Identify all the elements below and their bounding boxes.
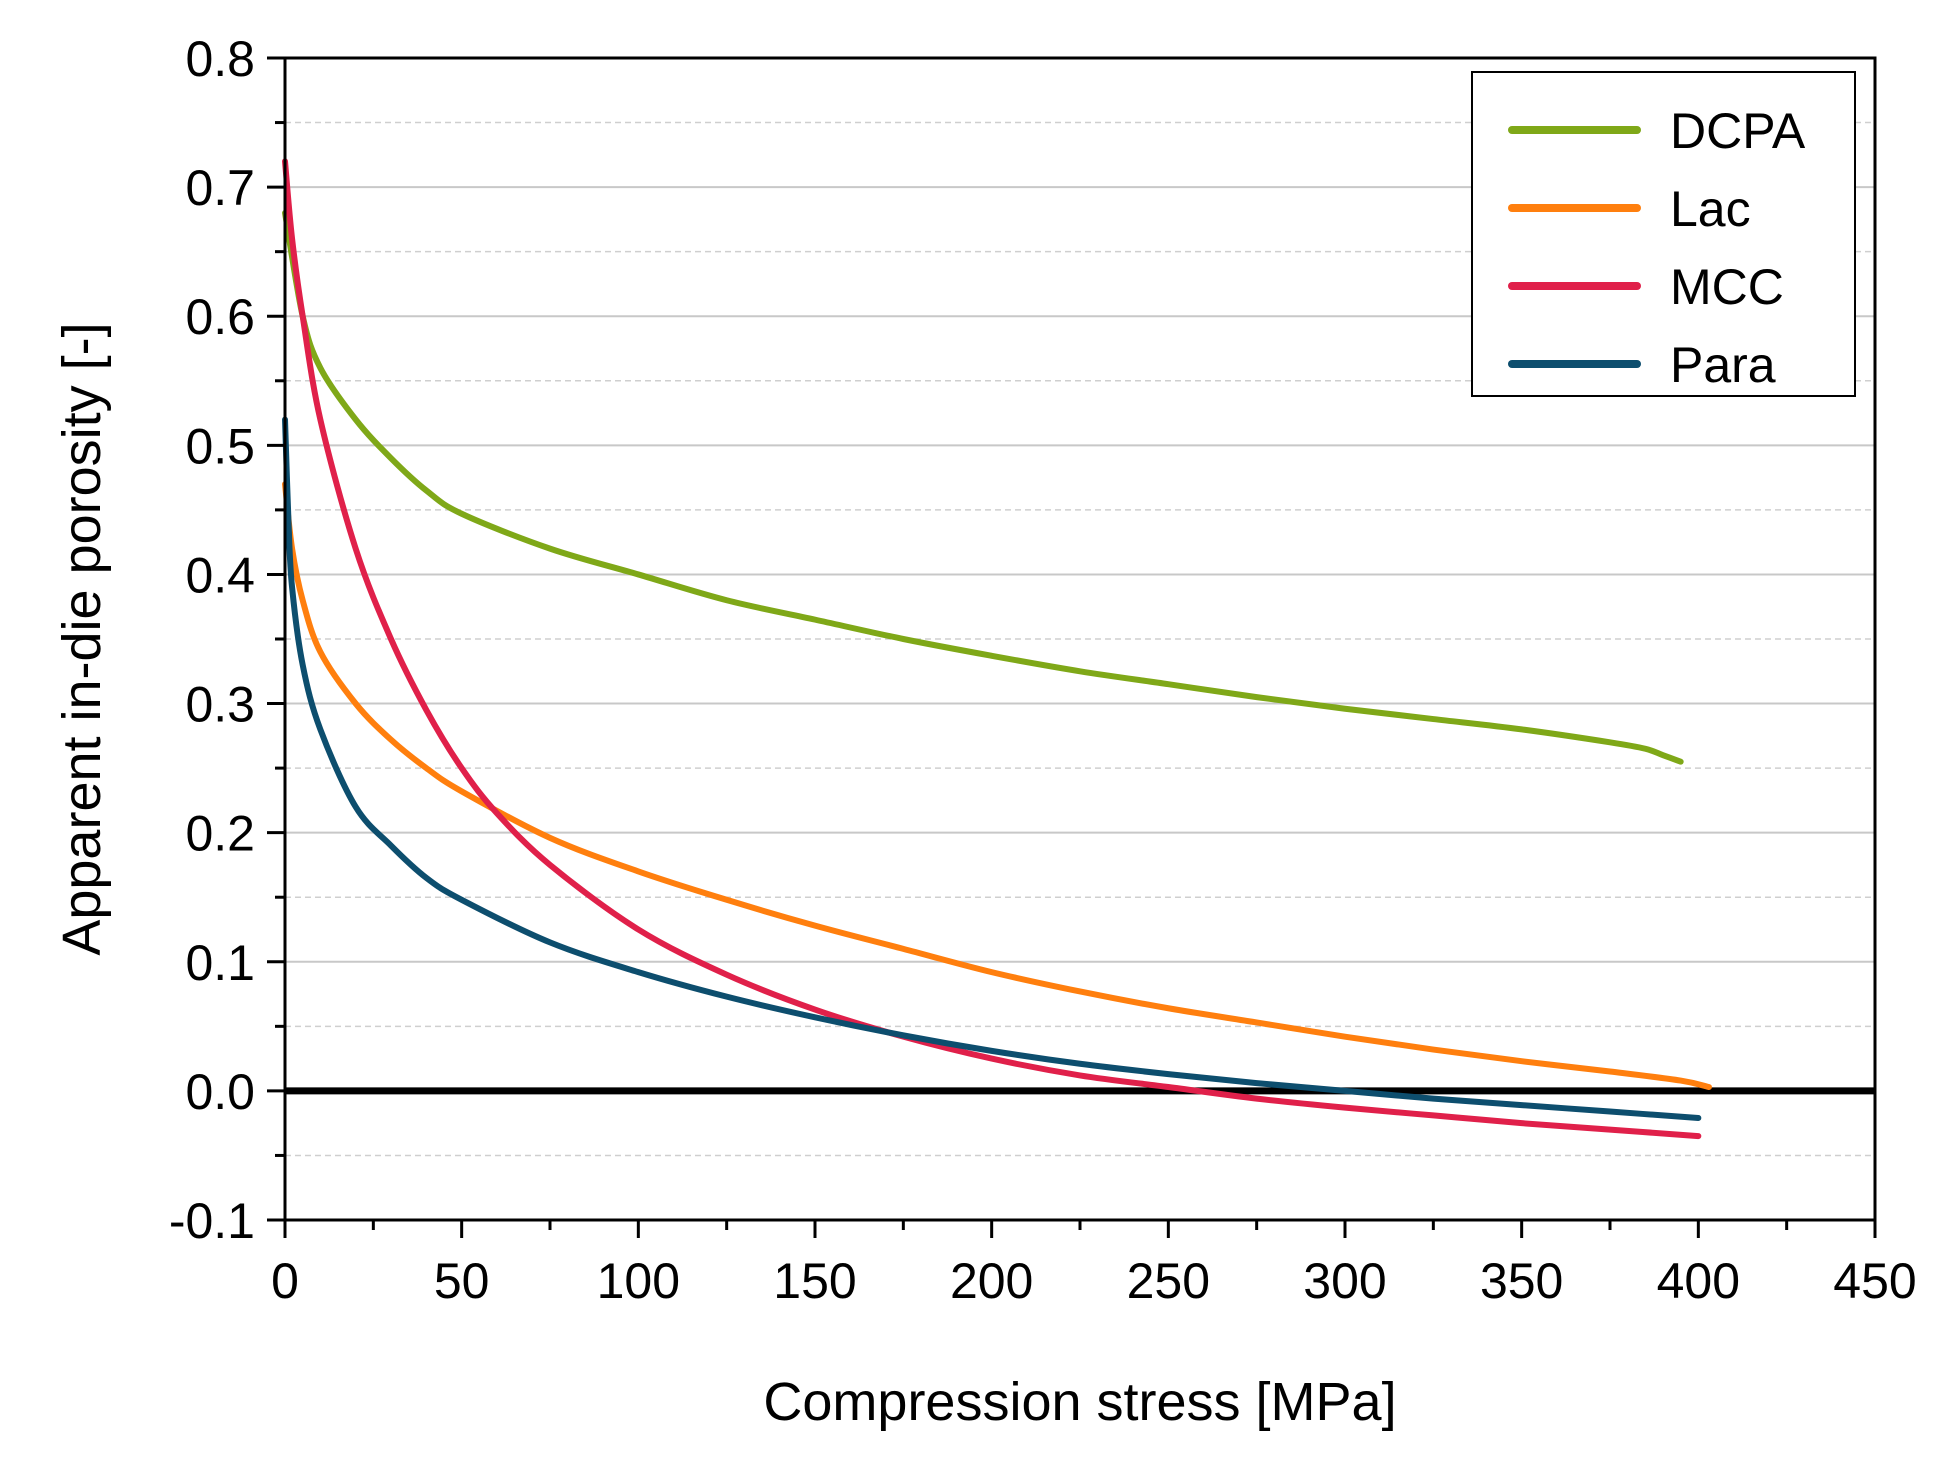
series-line-lac — [282, 481, 1712, 1091]
legend-label-lac: Lac — [1670, 181, 1751, 237]
y-tick-label: 0.1 — [185, 935, 255, 991]
x-axis-title: Compression stress [MPa] — [763, 1372, 1396, 1432]
y-axis-title: Apparent in-die porosity [-] — [52, 322, 112, 955]
x-tick-label: 100 — [597, 1253, 680, 1309]
series-line-mcc — [282, 158, 1702, 1140]
tick-layer — [267, 56, 1877, 1238]
legend-label-mcc: MCC — [1670, 259, 1784, 315]
series-line-para — [282, 416, 1702, 1121]
y-tick-label: 0.4 — [185, 547, 255, 603]
y-tick-label: 0.8 — [185, 31, 255, 87]
x-tick-label: 350 — [1480, 1253, 1563, 1309]
y-tick-label: 0.2 — [185, 806, 255, 862]
legend: DCPA Lac MCC Para — [1471, 71, 1856, 397]
x-tick-label: 50 — [434, 1253, 490, 1309]
grid-layer — [285, 121, 1875, 1157]
x-tick-label: 250 — [1127, 1253, 1210, 1309]
y-tick-label: 0.3 — [185, 677, 255, 733]
series-layer — [282, 158, 1712, 1140]
y-tick-label: 0.7 — [185, 160, 255, 216]
x-tick-label: 150 — [773, 1253, 856, 1309]
x-tick-label: 450 — [1833, 1253, 1916, 1309]
series-line-dcpa — [282, 209, 1684, 765]
x-tick-label: 200 — [950, 1253, 1033, 1309]
y-tick-label: -0.1 — [169, 1193, 255, 1249]
legend-label-dcpa: DCPA — [1670, 103, 1806, 159]
legend-label-para: Para — [1670, 337, 1776, 393]
y-tick-labels: -0.1 0.0 0.1 0.2 0.3 0.4 0.5 0.6 0.7 0.8 — [169, 31, 255, 1249]
y-tick-label: 0.5 — [185, 418, 255, 474]
x-tick-labels: 0 50 100 150 200 250 300 350 400 450 — [271, 1253, 1917, 1309]
y-tick-label: 0.6 — [185, 289, 255, 345]
x-tick-label: 0 — [271, 1253, 299, 1309]
x-tick-label: 300 — [1303, 1253, 1386, 1309]
x-tick-label: 400 — [1657, 1253, 1740, 1309]
y-tick-label: 0.0 — [185, 1064, 255, 1120]
